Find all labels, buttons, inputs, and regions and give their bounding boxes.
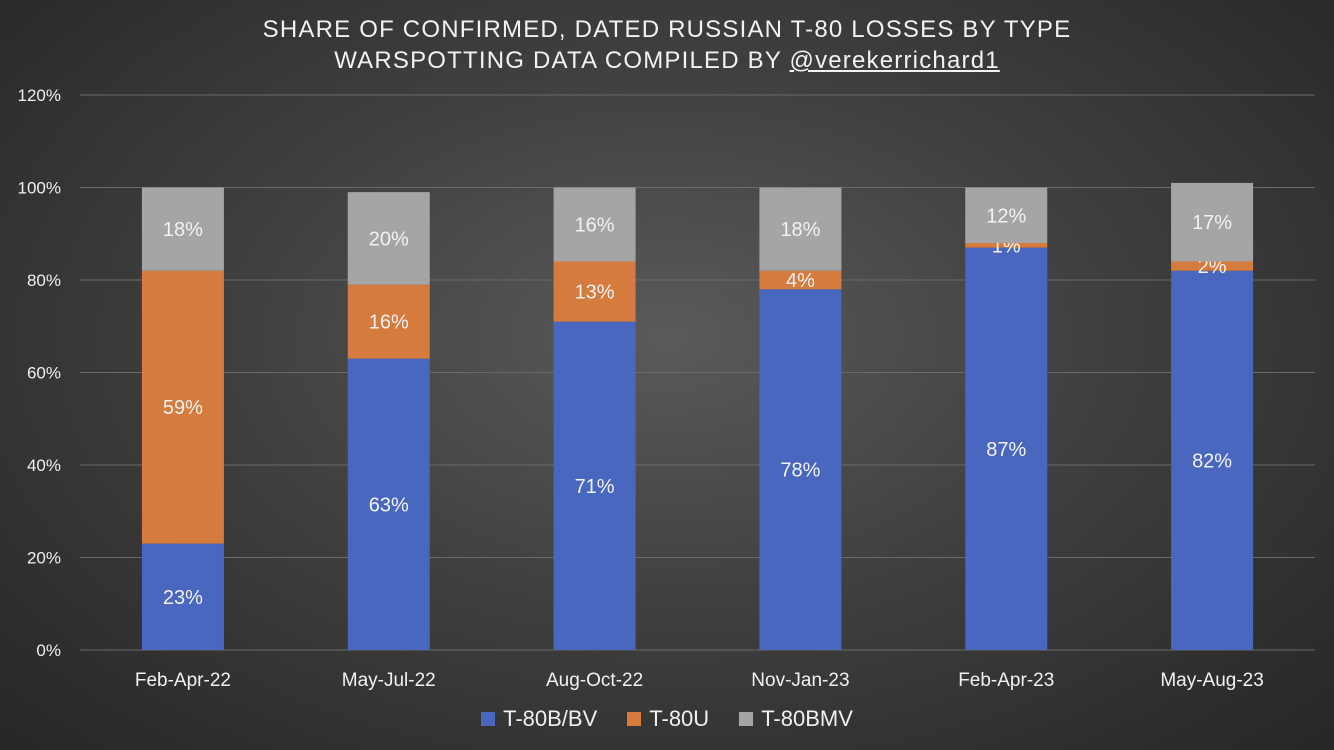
data-label: 23% (163, 587, 203, 609)
bar-t-80bmv (553, 187, 636, 262)
data-label: 63% (369, 494, 409, 516)
y-tick-label: 40% (27, 456, 61, 475)
data-label: 87% (986, 439, 1026, 461)
data-label: 59% (163, 397, 203, 419)
legend-label: T-80BMV (761, 706, 853, 731)
legend-swatch (739, 712, 754, 726)
bar-t-80bmv (1171, 182, 1254, 262)
data-label: 18% (780, 219, 820, 241)
bar-t-80u (965, 243, 1048, 248)
y-tick-label: 20% (27, 549, 61, 568)
legend-item: T-80U (627, 706, 709, 732)
chart-title-prefix: WARSPOTTING DATA COMPILED BY (334, 47, 790, 74)
author-handle-link[interactable]: @verekerrichard1 (789, 47, 1000, 74)
x-tick-label: Aug-Oct-22 (546, 670, 643, 691)
data-label: 13% (575, 282, 615, 304)
bar-t-80b-bv (759, 289, 842, 650)
legend-label: T-80U (649, 706, 710, 731)
y-tick-label: 120% (18, 86, 61, 105)
legend-swatch (627, 712, 642, 726)
data-label: 16% (575, 215, 615, 237)
data-label: 82% (1192, 450, 1232, 472)
data-label: 12% (986, 205, 1026, 227)
legend-item: T-80BMV (739, 706, 853, 732)
bar-t-80u (141, 270, 224, 544)
bar-t-80b-bv (553, 321, 636, 650)
chart-title: SHARE OF CONFIRMED, DATED RUSSIAN T-80 L… (0, 14, 1334, 76)
y-tick-label: 60% (27, 364, 61, 383)
y-tick-label: 0% (36, 641, 61, 660)
legend: T-80B/BV T-80U T-80BMV (0, 706, 1334, 732)
bar-t-80u (1171, 261, 1254, 271)
y-tick-label: 100% (18, 179, 61, 198)
data-label: 17% (1192, 212, 1232, 234)
x-tick-label: Nov-Jan-23 (751, 670, 849, 691)
data-label: 78% (780, 460, 820, 482)
data-label: 20% (369, 228, 409, 250)
data-label: 16% (369, 312, 409, 334)
stacked-bar-chart: 0% 20% 40% 60% 80% 100% 120% 23% 59% 18% Feb-Apr-2… (18, 86, 1315, 691)
bar-t-80b-bv (965, 247, 1048, 650)
bar-t-80bmv (141, 187, 224, 271)
data-label: 18% (163, 219, 203, 241)
bar-t-80bmv (347, 192, 430, 285)
x-tick-label: May-Jul-22 (342, 670, 436, 691)
data-label: 4% (786, 270, 815, 292)
data-label: 71% (575, 476, 615, 498)
x-tick-label: May-Aug-23 (1160, 670, 1264, 691)
chart-title-line1: SHARE OF CONFIRMED, DATED RUSSIAN T-80 L… (262, 16, 1072, 43)
bar-t-80b-bv (1171, 270, 1254, 650)
legend-label: T-80B/BV (503, 706, 598, 731)
chart-title-line2: WARSPOTTING DATA COMPILED BY @verekerric… (0, 45, 1334, 76)
bar-t-80b-bv (347, 358, 430, 650)
x-tick-label: Feb-Apr-22 (135, 670, 231, 691)
x-tick-label: Feb-Apr-23 (958, 670, 1054, 691)
bar-t-80bmv (965, 187, 1048, 243)
y-tick-label: 80% (27, 271, 61, 290)
bar-t-80u (759, 270, 842, 290)
bar-t-80u (347, 284, 430, 359)
bar-t-80b-bv (141, 543, 224, 650)
legend-item: T-80B/BV (481, 706, 597, 732)
legend-swatch (481, 712, 496, 726)
data-label: 2% (1198, 256, 1227, 278)
bar-t-80bmv (759, 187, 842, 271)
bar-t-80u (553, 261, 636, 322)
